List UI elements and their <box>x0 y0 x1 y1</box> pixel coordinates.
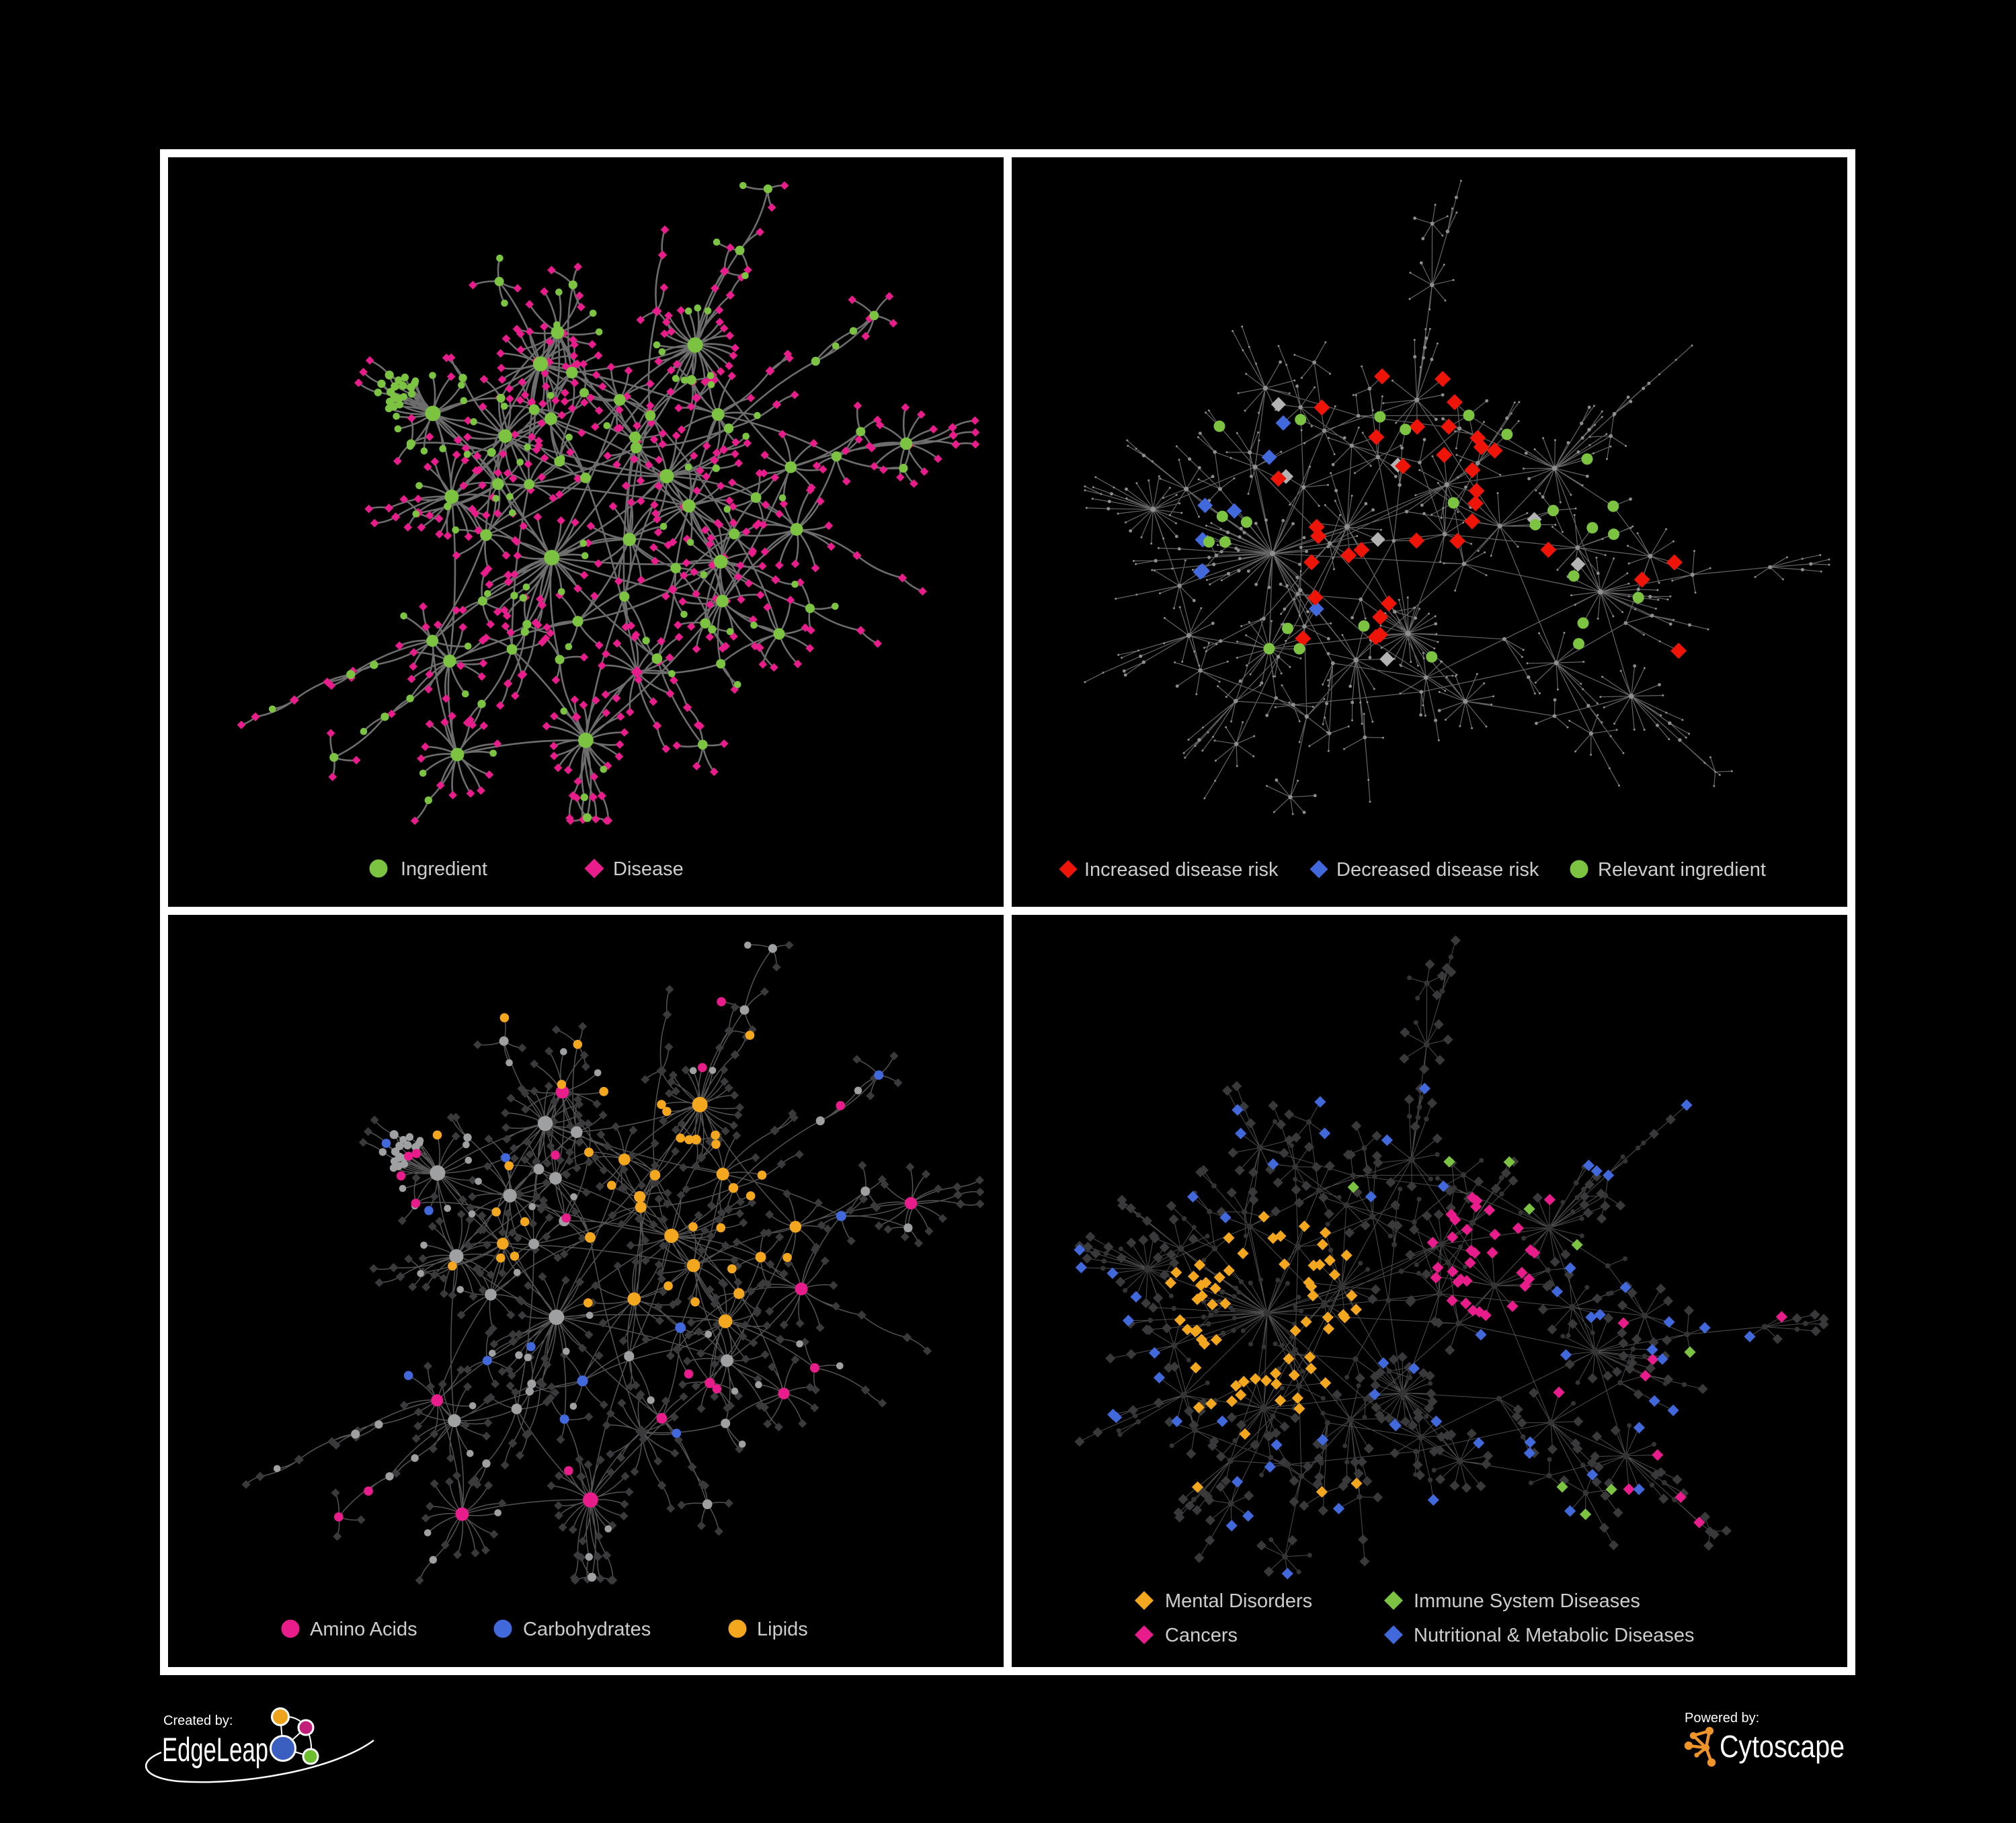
svg-text:Cancers: Cancers <box>1165 1625 1238 1646</box>
svg-text:Amino Acids: Amino Acids <box>310 1619 417 1640</box>
svg-text:Decreased disease risk: Decreased disease risk <box>1336 859 1539 881</box>
svg-text:Cytoscape: Cytoscape <box>1720 1729 1845 1764</box>
svg-text:Relevant ingredient: Relevant ingredient <box>1598 859 1766 881</box>
svg-text:Increased disease risk: Increased disease risk <box>1084 859 1279 881</box>
svg-text:Lipids: Lipids <box>757 1619 808 1640</box>
svg-text:Mental Disorders: Mental Disorders <box>1165 1590 1312 1612</box>
svg-text:Nutritional & Metabolic Diseas: Nutritional & Metabolic Diseases <box>1414 1625 1694 1646</box>
svg-text:Carbohydrates: Carbohydrates <box>523 1619 651 1640</box>
svg-text:Disease: Disease <box>613 858 684 880</box>
svg-text:Ingredient: Ingredient <box>401 858 487 880</box>
svg-text:EdgeLeap: EdgeLeap <box>162 1731 268 1769</box>
svg-text:Immune System Diseases: Immune System Diseases <box>1414 1590 1640 1612</box>
svg-text:Powered by:: Powered by: <box>1685 1711 1759 1726</box>
svg-text:Created by:: Created by: <box>163 1713 233 1728</box>
